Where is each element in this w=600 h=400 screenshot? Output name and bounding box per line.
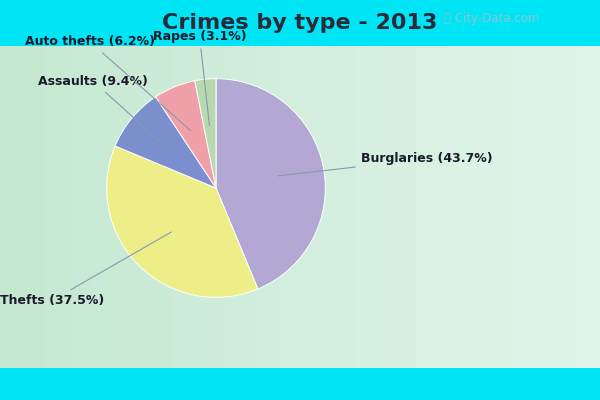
Wedge shape [155,81,216,188]
Wedge shape [216,79,325,289]
Text: Crimes by type - 2013: Crimes by type - 2013 [163,13,437,33]
Text: Thefts (37.5%): Thefts (37.5%) [0,232,171,307]
Text: Burglaries (43.7%): Burglaries (43.7%) [278,152,493,176]
Wedge shape [115,97,216,188]
Text: Assaults (9.4%): Assaults (9.4%) [38,75,167,148]
Text: Rapes (3.1%): Rapes (3.1%) [153,30,247,126]
Wedge shape [195,79,216,188]
Text: Auto thefts (6.2%): Auto thefts (6.2%) [25,35,191,131]
Wedge shape [107,146,258,297]
Text: ⓘ City-Data.com: ⓘ City-Data.com [445,12,539,25]
